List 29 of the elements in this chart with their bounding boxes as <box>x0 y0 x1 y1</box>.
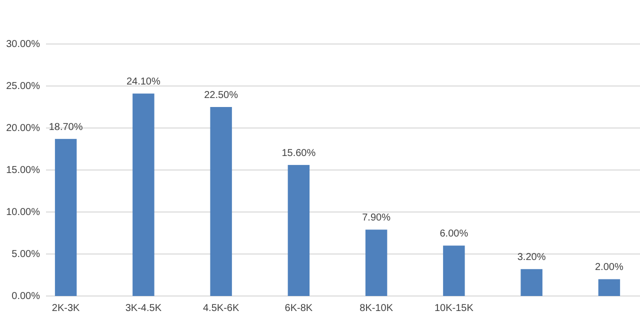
data-label: 24.10% <box>126 76 160 88</box>
bar <box>132 94 154 296</box>
bar <box>210 107 232 296</box>
x-tick-label: 3K-4.5K <box>125 303 162 314</box>
data-label: 18.70% <box>48 122 83 133</box>
y-tick-label: 20.00% <box>6 123 40 134</box>
x-tick-label: 6K-8K <box>284 303 313 314</box>
x-tick-label: 10K-15K <box>434 303 474 314</box>
data-label: 7.90% <box>362 212 391 224</box>
bar <box>365 230 388 296</box>
y-tick-label: 0.00% <box>12 291 40 302</box>
bar <box>54 138 77 296</box>
data-label: 6.00% <box>440 228 468 240</box>
x-tick-label: 2K-3K <box>52 303 80 314</box>
y-tick-label: 5.00% <box>12 249 40 260</box>
bar <box>288 164 310 296</box>
data-label: 15.60% <box>282 148 316 159</box>
y-tick-label: 10.00% <box>6 207 40 218</box>
y-tick-label: 15.00% <box>6 165 40 176</box>
bar <box>598 279 620 296</box>
x-tick-label: 4.5K-6K <box>202 303 240 314</box>
y-tick-label: 30.00% <box>6 39 40 50</box>
x-tick-label: 8K-10K <box>360 303 394 314</box>
data-label: 22.50% <box>204 90 238 101</box>
bar <box>520 269 542 296</box>
bar <box>443 246 465 296</box>
y-tick-label: 25.00% <box>6 81 40 92</box>
data-label: 3.20% <box>517 252 546 264</box>
data-label: 2.00% <box>595 262 624 274</box>
